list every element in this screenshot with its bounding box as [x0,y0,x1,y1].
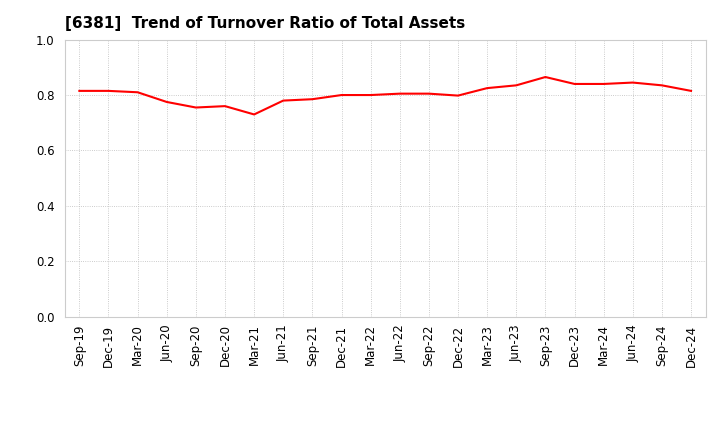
Text: [6381]  Trend of Turnover Ratio of Total Assets: [6381] Trend of Turnover Ratio of Total … [65,16,465,32]
